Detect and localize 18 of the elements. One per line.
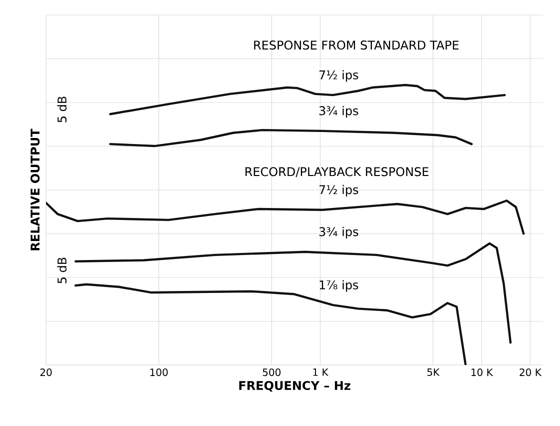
x-tick-label: 10 K	[472, 368, 494, 376]
x-tick-label: 20	[40, 368, 52, 376]
x-tick-label: 1 K	[313, 368, 328, 376]
x-tick-label: 500	[262, 368, 281, 376]
series-label: 3¾ ips	[319, 226, 358, 239]
x-tick-label: 100	[150, 368, 168, 376]
x-tick-label: 5K	[427, 368, 440, 376]
series-label: 7½ ips	[319, 70, 358, 82]
y-axis-title: RELATIVE OUTPUT	[30, 128, 40, 250]
annotation: 5 dB	[57, 96, 67, 122]
annotation: 5 dB	[57, 258, 67, 284]
text: RESPONSE FROM STANDARD TAPE	[254, 40, 459, 50]
series-label: 1⅞ ips	[320, 280, 358, 292]
x-tick-label: 20 K	[520, 368, 542, 376]
annotation: RECORD/PLAYBACK RESPONSE	[246, 167, 428, 178]
series-label: 7½ ips	[319, 184, 358, 197]
x-axis-title: FREQUENCY – Hz	[239, 380, 350, 392]
series-label: 3¾ ips	[319, 106, 358, 118]
